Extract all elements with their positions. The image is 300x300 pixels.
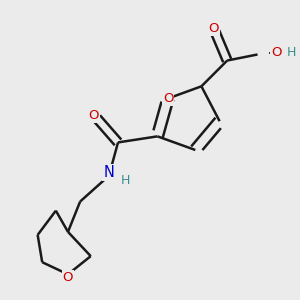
Text: O: O (208, 22, 219, 35)
Text: H: H (286, 46, 296, 59)
Text: N: N (103, 165, 114, 180)
Text: O: O (163, 92, 173, 105)
Text: H: H (121, 174, 130, 187)
Text: O: O (271, 46, 282, 59)
Text: O: O (63, 271, 73, 284)
Text: O: O (88, 109, 99, 122)
